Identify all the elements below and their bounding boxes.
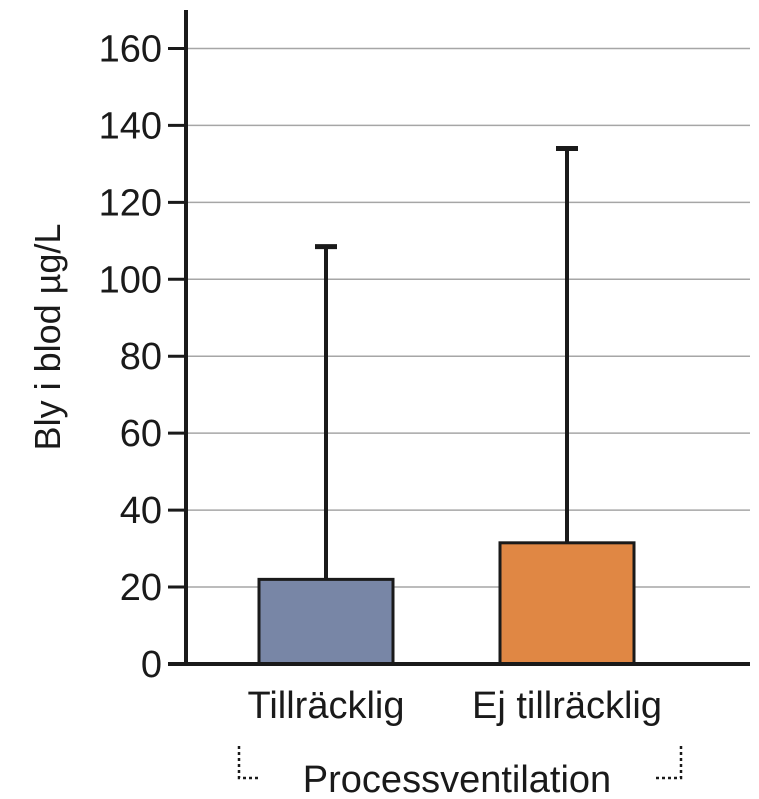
y-tick-label: 100 — [99, 259, 162, 301]
y-axis-ticks: 0 20 40 60 80 100 120 140 160 — [99, 28, 186, 686]
bar-1 — [498, 541, 636, 666]
y-tick-label: 0 — [141, 644, 162, 686]
bracket-right — [656, 746, 683, 780]
y-tick-label: 80 — [120, 336, 162, 378]
y-tick-label: 120 — [99, 182, 162, 224]
y-axis-title: Bly i blod µg/L — [27, 224, 68, 451]
y-tick-label: 140 — [99, 105, 162, 147]
bar-0 — [257, 577, 395, 666]
error-bars — [315, 145, 578, 580]
x-category-label: Ej tillräcklig — [472, 685, 662, 727]
x-axis-category-labels: Tillräcklig Ej tillräcklig — [248, 685, 662, 727]
x-axis-group-bracket — [237, 746, 683, 780]
y-tick-label: 160 — [99, 28, 162, 70]
y-tick-label: 60 — [120, 413, 162, 455]
gridlines — [186, 47, 750, 588]
x-category-label: Tillräcklig — [248, 685, 405, 727]
y-tick-label: 20 — [120, 567, 162, 609]
bracket-left — [237, 746, 258, 780]
y-tick-label: 40 — [120, 490, 162, 532]
bars — [257, 541, 636, 666]
x-axis-title: Processventilation — [303, 759, 611, 799]
